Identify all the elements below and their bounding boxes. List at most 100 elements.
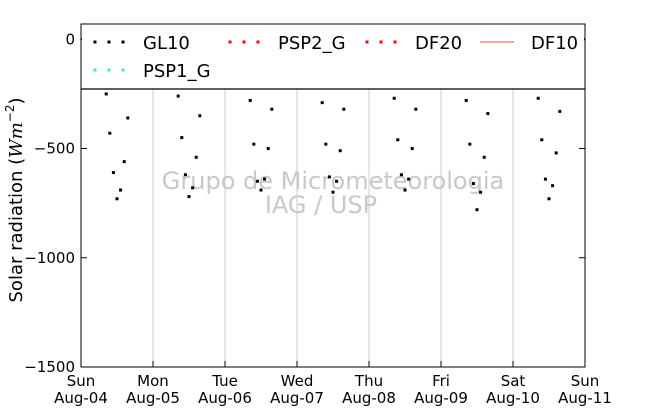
x-tick-label-day: Fri [432,372,450,390]
data-point [198,114,202,118]
data-point [486,112,490,116]
data-point [331,190,335,194]
x-tick-label-date: Aug-10 [486,389,540,407]
data-point [335,179,339,183]
data-point [104,92,108,96]
data-point [547,197,551,201]
legend-marker [228,40,232,44]
data-point [115,197,119,201]
legend-marker [242,40,246,44]
legend-item: PSP2_G [228,33,346,54]
data-point [551,184,555,188]
data-point [327,175,331,179]
y-tick-label: −1000 [24,249,75,267]
data-point [338,149,342,153]
legend-box [82,25,584,88]
data-point [403,188,407,192]
axes: 0−500−1000−1500SunAug-04MonAug-05TueAug-… [24,30,612,407]
grid [152,89,514,367]
data-point [108,131,112,135]
y-tick-label: −500 [34,140,75,158]
watermark: Grupo de Micrometeorologia IAG / USP [162,167,504,219]
data-point [263,177,267,181]
data-point [558,109,562,113]
data-point [414,107,418,111]
legend-marker [107,68,111,72]
legend-marker [107,40,111,44]
data-point [248,98,252,102]
data-point [320,101,324,105]
data-point [266,147,270,151]
data-point [479,190,483,194]
data-point [180,136,184,140]
data-point [255,179,259,183]
legend-item: PSP1_G [93,61,211,82]
x-tick-label-day: Mon [137,372,169,390]
legend-marker [93,40,97,44]
data-point [392,96,396,100]
x-tick-label-day: Sun [67,372,96,390]
data-point [464,98,468,102]
data-point [482,155,486,159]
x-tick-label-date: Aug-09 [414,389,468,407]
legend-marker [121,68,125,72]
data-point [554,151,558,155]
legend-label: PSP2_G [278,33,346,54]
data-point [111,171,115,175]
data-point [194,155,198,159]
data-point [410,147,414,151]
legend-label: GL10 [143,33,190,54]
x-tick-label-day: Sat [501,372,526,390]
data-point [176,94,180,98]
data-point [396,138,400,142]
legend-item: DF10 [480,33,578,54]
watermark-line-2: IAG / USP [265,191,377,219]
y-axis-label-unit: Wm [6,122,27,158]
data-point [191,186,195,190]
data-point [543,177,547,181]
y-tick-label: 0 [65,30,75,48]
legend-label: DF20 [415,33,462,54]
legend-item: DF20 [365,33,462,54]
data-point [259,188,263,192]
y-axis-label-text: Solar radiation ( [6,158,27,303]
legend-marker [93,68,97,72]
y-axis-label-close: ) [6,97,27,104]
data-point [540,138,544,142]
x-tick-label-date: Aug-06 [198,389,252,407]
data-point [475,208,479,212]
data-point [468,142,472,146]
data-point [536,96,540,100]
data-point [119,188,123,192]
legend-marker [121,40,125,44]
data-point [252,142,256,146]
legend-marker [379,40,383,44]
legend-marker [256,40,260,44]
legend-marker [365,40,369,44]
y-axis-label: Solar radiation (Wm−2) [3,97,27,302]
data-point [183,173,187,177]
data-point [399,173,403,177]
data-point [407,177,411,181]
y-tick-label: −1500 [24,358,75,376]
x-tick-label-date: Aug-04 [54,389,108,407]
legend: GL10 PSP2_G DF20 DF10 PSP1_G [93,33,578,82]
watermark-line-1: Grupo de Micrometeorologia [162,167,504,195]
legend-label: DF10 [531,33,578,54]
data-point [187,195,191,199]
data-point [471,181,475,185]
y-axis-label-exponent: −2 [3,105,17,123]
x-tick-label-day: Sun [571,372,600,390]
x-tick-label-date: Aug-05 [126,389,180,407]
x-tick-label-date: Aug-11 [558,389,612,407]
data-point [324,142,328,146]
x-tick-label-day: Wed [281,372,314,390]
data-point [122,160,126,164]
x-tick-label-day: Tue [211,372,238,390]
x-tick-label-day: Thu [354,372,383,390]
legend-marker [393,40,397,44]
x-tick-label-date: Aug-08 [342,389,396,407]
data-point [342,107,346,111]
data-point [270,107,274,111]
